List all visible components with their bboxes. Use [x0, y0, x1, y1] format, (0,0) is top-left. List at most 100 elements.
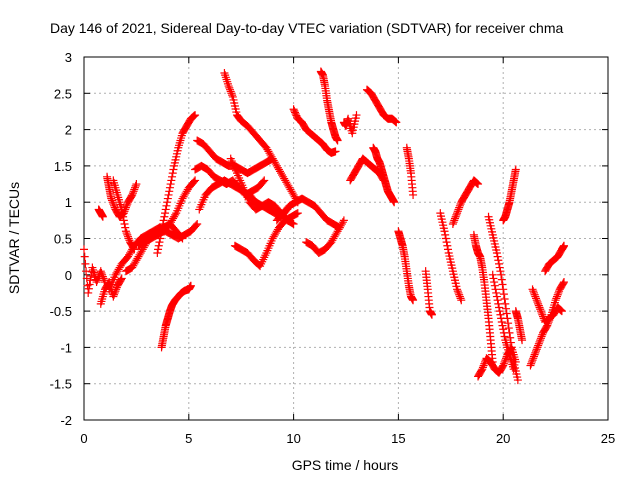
series-arc-23 [362, 85, 401, 127]
data-point [193, 219, 202, 228]
data-point [532, 345, 541, 354]
data-point [526, 361, 535, 370]
data-point [166, 180, 175, 189]
data-point [450, 214, 459, 223]
data-point [478, 363, 487, 372]
data-point [128, 189, 137, 198]
data-point [527, 359, 536, 368]
series-arc-16 [230, 209, 302, 271]
series-arc-20 [302, 216, 348, 258]
data-point [82, 274, 91, 283]
data-point [455, 201, 464, 210]
data-point [501, 354, 510, 363]
data-point [557, 306, 566, 315]
data-point [222, 75, 231, 84]
series-arc-9 [157, 281, 195, 352]
data-point [223, 79, 232, 88]
data-point [162, 201, 171, 210]
data-point [339, 216, 348, 225]
data-point [493, 296, 502, 305]
data-point [500, 295, 509, 303]
data-point [409, 296, 418, 305]
data-point [156, 234, 165, 243]
data-point [155, 238, 164, 247]
data-point [453, 207, 462, 216]
data-point [455, 203, 464, 212]
data-point [557, 307, 566, 316]
data-point [165, 187, 174, 196]
data-point [495, 259, 504, 268]
data-point [110, 288, 119, 297]
data-point [159, 216, 168, 225]
data-point [96, 267, 105, 276]
y-tick-label: 2.5 [54, 86, 72, 101]
data-point [110, 290, 119, 299]
y-tick-label: -0.5 [50, 304, 72, 319]
data-point [501, 304, 510, 313]
data-point [97, 268, 106, 277]
data-point [496, 267, 505, 276]
data-point [518, 336, 527, 345]
data-point [499, 328, 508, 337]
data-point [82, 267, 91, 276]
data-point [226, 87, 235, 96]
data-point [504, 324, 513, 333]
data-point [132, 180, 141, 189]
data-point [535, 303, 544, 312]
data-point [489, 274, 498, 283]
data-point [84, 284, 93, 293]
y-tick-label: -1 [60, 340, 72, 355]
data-point [559, 278, 568, 287]
data-point [228, 91, 237, 100]
data-point [122, 201, 131, 210]
series-arc-24 [369, 143, 399, 207]
data-point [455, 290, 464, 299]
series-arc-19 [316, 67, 342, 145]
data-point [457, 296, 466, 305]
series-arc-21 [339, 111, 361, 138]
data-point [530, 290, 539, 299]
gridlines [84, 57, 608, 420]
data-point [161, 209, 170, 218]
data-point [190, 111, 199, 120]
data-point [451, 212, 460, 221]
data-point [499, 359, 508, 368]
data-point [442, 238, 451, 247]
series-arc-15 [226, 154, 298, 228]
x-tick-label: 15 [391, 431, 405, 446]
data-point [221, 71, 230, 80]
data-point [559, 241, 568, 250]
data-point [122, 229, 131, 238]
data-point [535, 337, 544, 346]
data-point [497, 317, 506, 326]
data-point [260, 176, 269, 185]
data-point [559, 279, 568, 288]
data-point [538, 310, 547, 319]
data-point [501, 299, 510, 308]
data-point [259, 177, 268, 186]
data-point [474, 180, 483, 189]
series-arc-2 [94, 205, 107, 221]
x-tick-label: 10 [286, 431, 300, 446]
data-point [478, 365, 487, 374]
data-point [504, 319, 513, 328]
chart-title: Day 146 of 2021, Sidereal Day-to-day VTE… [50, 20, 563, 36]
data-point [528, 285, 537, 294]
y-tick-label: 1.5 [54, 159, 72, 174]
data-point [536, 307, 545, 316]
data-point [456, 294, 465, 303]
data-point [121, 203, 130, 212]
data-point [493, 252, 502, 261]
data-point [536, 334, 545, 343]
data-point [117, 205, 126, 214]
series-arc-18 [289, 105, 340, 157]
data-point [98, 272, 107, 281]
data-point [492, 288, 501, 297]
data-point [118, 209, 127, 218]
series-arc-25 [394, 227, 418, 305]
data-point [338, 218, 347, 227]
data-point [117, 274, 126, 283]
data-point [331, 147, 340, 156]
data-point [107, 194, 116, 203]
data-point [492, 292, 501, 301]
